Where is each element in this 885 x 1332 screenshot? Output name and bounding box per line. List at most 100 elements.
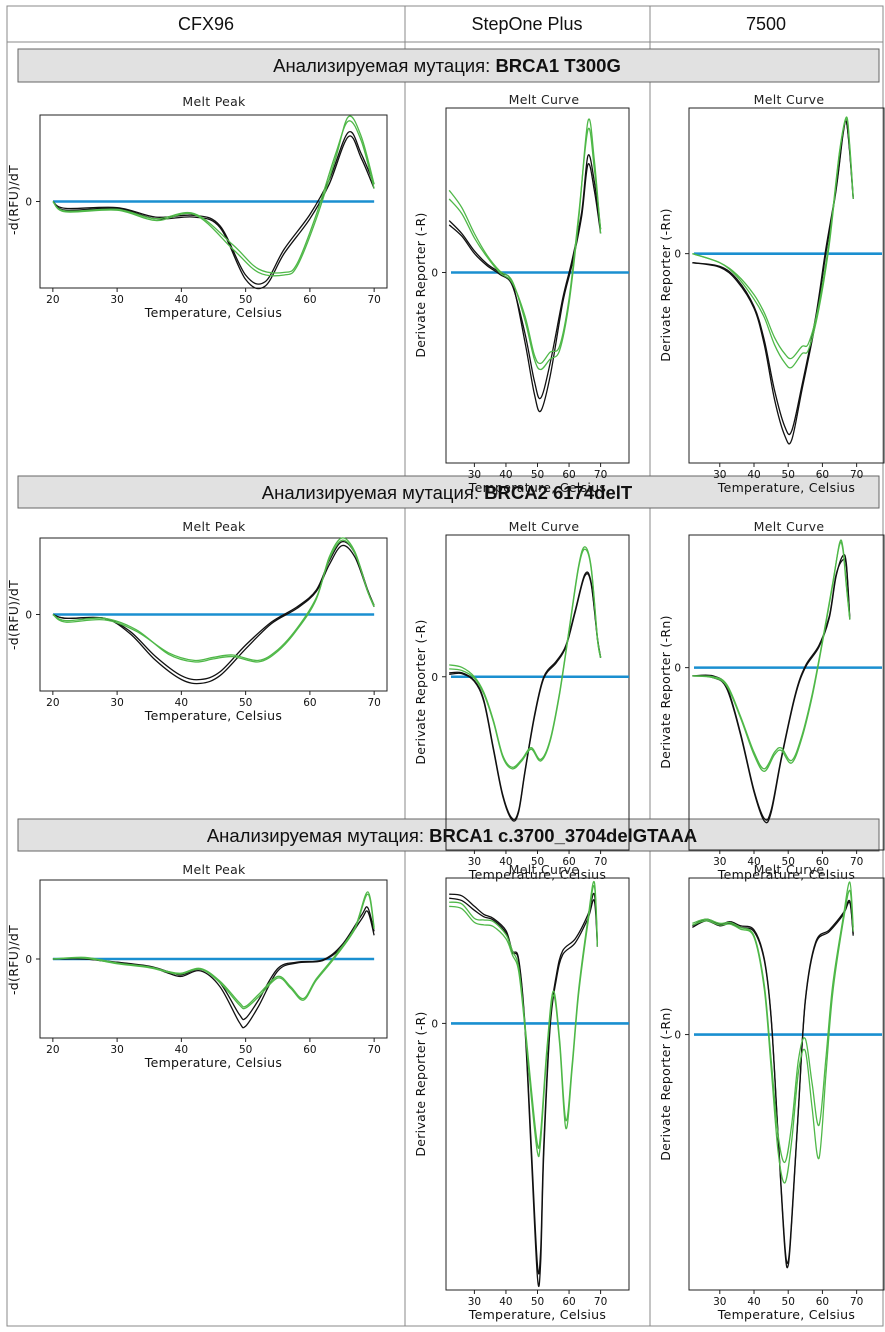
x-tick-label: 30 xyxy=(110,294,123,306)
y-axis-label: Derivate Reporter (-R) xyxy=(413,212,428,357)
x-tick-label: 30 xyxy=(713,1296,726,1308)
melt-curve-green xyxy=(52,115,375,277)
plot-title: Melt Peak xyxy=(182,862,246,877)
x-tick-label: 70 xyxy=(367,697,380,709)
y-axis-label: Derivate Reporter (-R) xyxy=(413,619,428,764)
melt-curve-black xyxy=(449,573,602,822)
melt-curve-black xyxy=(52,906,375,1021)
x-tick-label: 40 xyxy=(175,697,188,709)
plot-frame xyxy=(688,877,885,1291)
y-tick-label: 0 xyxy=(674,249,681,261)
x-axis-label: Temperature, Celsius xyxy=(144,305,282,320)
y-axis-label: Derivate Reporter (-R) xyxy=(413,1011,428,1156)
plot-frame xyxy=(688,534,885,851)
x-tick-label: 70 xyxy=(594,469,607,481)
mutation-name: BRCA1 T300G xyxy=(495,55,620,76)
melt-curve-green xyxy=(449,546,602,768)
plot-frame xyxy=(445,534,630,851)
x-tick-label: 40 xyxy=(175,1044,188,1056)
plot-title: Melt Curve xyxy=(754,862,825,877)
x-tick-label: 40 xyxy=(499,856,512,868)
melt-curve-green xyxy=(692,881,854,1163)
chart-s2-stepone: Melt Curve 30 40 50 60 70 0 Temperature, Celsiu… xyxy=(413,862,630,1322)
melt-curve-black xyxy=(448,163,602,413)
melt-curve-green xyxy=(52,120,375,274)
melt-curve-black xyxy=(692,120,854,445)
plot-title: Melt Curve xyxy=(509,862,580,877)
x-tick-label: 70 xyxy=(367,294,380,306)
x-tick-label: 30 xyxy=(110,1044,123,1056)
x-tick-label: 60 xyxy=(816,856,829,868)
melt-curve-green xyxy=(692,539,851,772)
melt-curve-black xyxy=(52,130,375,285)
x-axis-label: Temperature, Celsius xyxy=(717,1307,855,1322)
y-tick-label: 0 xyxy=(431,672,438,684)
melt-curve-green xyxy=(52,539,375,662)
mutation-prefix: Анализируемая мутация: xyxy=(207,825,424,846)
table-grid xyxy=(6,5,884,1327)
charts-layer: Melt Peak 20 30 40 50 60 70 0 Temperature, Celsi… xyxy=(6,92,885,1322)
x-tick-label: 50 xyxy=(239,1044,252,1056)
x-tick-label: 30 xyxy=(713,469,726,481)
melt-curve-black xyxy=(52,540,375,681)
melt-curve-green xyxy=(52,891,375,1008)
x-tick-label: 70 xyxy=(850,856,863,868)
x-tick-label: 70 xyxy=(594,856,607,868)
melt-curve-green xyxy=(692,116,854,360)
melt-curve-black xyxy=(449,571,602,821)
x-tick-label: 30 xyxy=(468,469,481,481)
x-axis-label: Temperature, Celsius xyxy=(144,708,282,723)
y-axis-label: -d(RFU)/dT xyxy=(6,925,21,995)
plot-title: Melt Curve xyxy=(754,519,825,534)
banner-background xyxy=(17,818,880,852)
melt-curve-black xyxy=(692,899,854,1265)
section-banner-1: Анализируемая мутация: BRCA1 T300G xyxy=(17,48,880,83)
x-tick-label: 60 xyxy=(816,469,829,481)
x-tick-label: 50 xyxy=(531,856,544,868)
x-tick-label: 70 xyxy=(850,1296,863,1308)
table-border xyxy=(6,5,884,1327)
x-tick-label: 30 xyxy=(110,697,123,709)
mutation-name: BRCA1 c.3700_3704delGTAAA xyxy=(429,825,697,846)
y-axis-label: -d(RFU)/dT xyxy=(6,580,21,650)
melt-curve-black xyxy=(448,154,602,400)
column-header-7500: 7500 xyxy=(746,14,786,34)
x-tick-label: 40 xyxy=(499,1296,512,1308)
x-tick-label: 50 xyxy=(782,469,795,481)
y-tick-label: 0 xyxy=(25,197,32,209)
x-tick-label: 60 xyxy=(562,856,575,868)
plot-title: Melt Curve xyxy=(509,92,580,107)
plot-frame xyxy=(688,107,885,464)
chart-s0-cfx96: Melt Peak 20 30 40 50 60 70 0 Temperature, Celsi… xyxy=(6,94,388,320)
melt-curve-green xyxy=(692,541,851,770)
chart-s1-cfx96: Melt Peak 20 30 40 50 60 70 0 Temperature, Celsi… xyxy=(6,519,388,723)
x-tick-label: 60 xyxy=(816,1296,829,1308)
banner-background xyxy=(17,475,880,509)
plot-title: Melt Curve xyxy=(509,519,580,534)
y-tick-label: 0 xyxy=(25,610,32,622)
x-tick-label: 40 xyxy=(747,1296,760,1308)
column-headers: CFX96 StepOne Plus 7500 xyxy=(178,14,786,34)
melt-curve-green xyxy=(692,889,854,1184)
x-tick-label: 70 xyxy=(594,1296,607,1308)
x-tick-label: 50 xyxy=(239,294,252,306)
y-axis-label: -d(RFU)/dT xyxy=(6,165,21,235)
x-tick-label: 60 xyxy=(562,469,575,481)
column-header-cfx96: CFX96 xyxy=(178,14,234,34)
melt-curve-black xyxy=(692,554,851,824)
y-tick-label: 0 xyxy=(25,954,32,966)
melt-curve-green xyxy=(449,885,599,1158)
x-tick-label: 30 xyxy=(468,856,481,868)
x-axis-label: Temperature, Celsius xyxy=(144,1055,282,1070)
y-axis-label: Derivate Reporter (-Rn) xyxy=(658,1007,673,1161)
x-tick-label: 20 xyxy=(46,1044,59,1056)
x-tick-label: 70 xyxy=(850,469,863,481)
melt-curve-black xyxy=(52,135,375,290)
x-tick-label: 20 xyxy=(46,697,59,709)
x-tick-label: 20 xyxy=(46,294,59,306)
x-tick-label: 30 xyxy=(468,1296,481,1308)
melt-curve-green xyxy=(52,893,375,1010)
banner-title: Анализируемая мутация: BRCA1 c.3700_3704… xyxy=(207,825,697,846)
